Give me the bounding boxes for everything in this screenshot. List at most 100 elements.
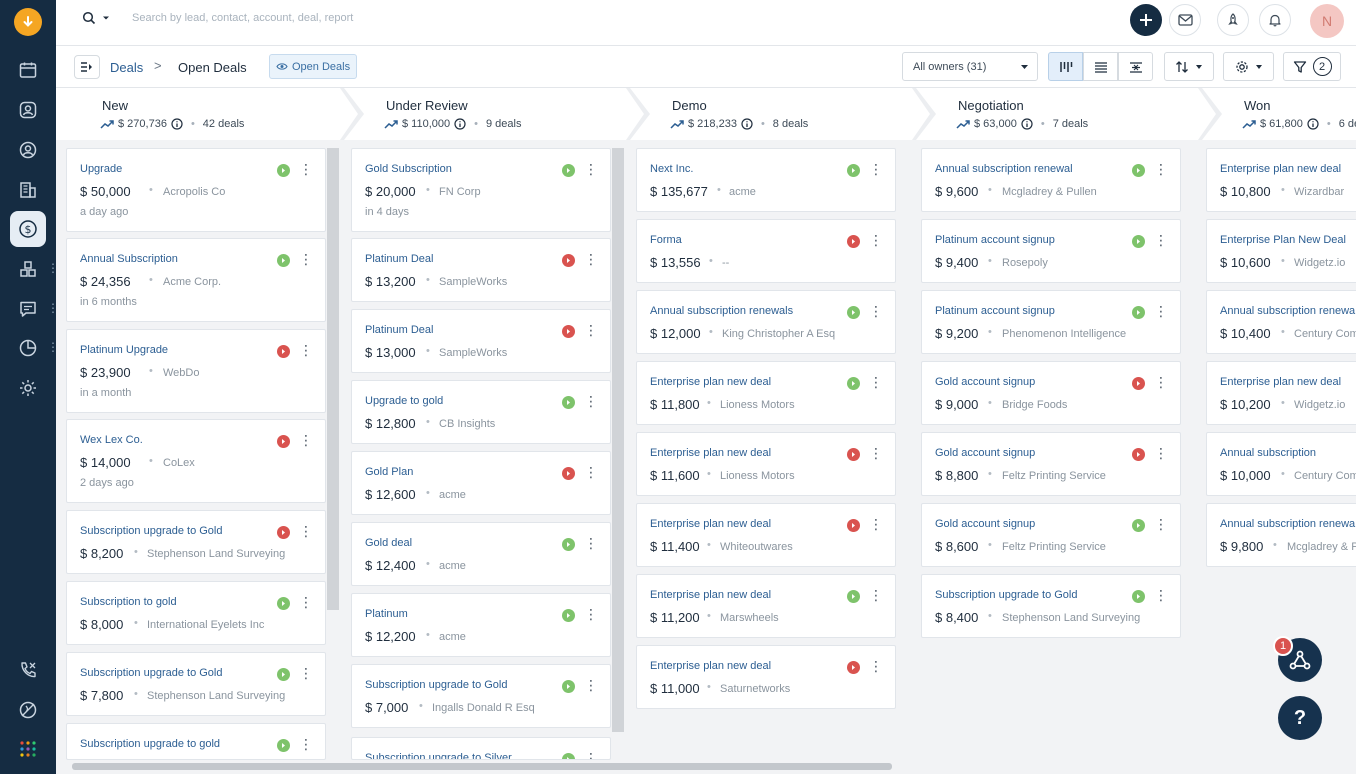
card-menu-icon[interactable]: ⋮: [869, 587, 883, 603]
deal-title-link[interactable]: Gold account signup: [935, 518, 1036, 530]
accounts-icon[interactable]: [10, 172, 46, 208]
deal-card[interactable]: Next Inc. $ 135,677 • acme ⋮: [636, 148, 896, 212]
deal-title-link[interactable]: Gold account signup: [935, 447, 1036, 459]
campaigns-button[interactable]: [1217, 4, 1249, 36]
card-menu-icon[interactable]: ⋮: [584, 464, 598, 480]
add-button[interactable]: [1130, 4, 1162, 36]
card-menu-icon[interactable]: ⋮: [299, 432, 313, 448]
card-menu-icon[interactable]: ⋮: [299, 594, 313, 610]
card-menu-icon[interactable]: ⋮: [1154, 516, 1168, 532]
card-menu-icon[interactable]: ⋮: [869, 516, 883, 532]
deal-title-link[interactable]: Annual subscription renewa: [1220, 518, 1356, 530]
deal-card[interactable]: Subscription upgrade to gold ⋮: [66, 723, 326, 760]
deal-card[interactable]: Platinum Upgrade $ 23,900 • WebDo in a m…: [66, 329, 326, 413]
deal-title-link[interactable]: Subscription to gold: [80, 596, 177, 608]
card-menu-icon[interactable]: ⋮: [584, 750, 598, 760]
deal-title-link[interactable]: Subscription upgrade to gold: [80, 738, 221, 750]
modules-more-icon[interactable]: ⋮: [47, 261, 59, 275]
deal-card[interactable]: Platinum $ 12,200 • acme ⋮: [351, 593, 611, 657]
growth-icon[interactable]: [10, 692, 46, 728]
card-menu-icon[interactable]: ⋮: [584, 322, 598, 338]
deal-card[interactable]: Gold Plan $ 12,600 • acme ⋮: [351, 451, 611, 515]
card-menu-icon[interactable]: ⋮: [869, 658, 883, 674]
owner-filter-select[interactable]: All owners (31): [902, 52, 1038, 81]
deal-title-link[interactable]: Enterprise plan new deal: [650, 589, 772, 601]
deal-card[interactable]: Enterprise Plan New Deal $ 10,600 • Widg…: [1206, 219, 1356, 283]
deal-card[interactable]: Platinum Deal $ 13,000 • SampleWorks ⋮: [351, 309, 611, 373]
user-avatar[interactable]: N: [1310, 4, 1344, 38]
deal-card[interactable]: Annual subscription $ 10,000 • Century C…: [1206, 432, 1356, 496]
deal-title-link[interactable]: Platinum Upgrade: [80, 344, 169, 356]
info-icon[interactable]: [454, 118, 466, 130]
card-menu-icon[interactable]: ⋮: [299, 251, 313, 267]
deal-title-link[interactable]: Platinum Deal: [365, 253, 434, 265]
reports-icon[interactable]: [10, 330, 46, 366]
column-scrollbar-new[interactable]: [327, 148, 339, 610]
card-menu-icon[interactable]: ⋮: [299, 736, 313, 752]
deal-title-link[interactable]: Enterprise plan new deal: [650, 660, 772, 672]
conversations-icon[interactable]: [10, 291, 46, 327]
deal-title-link[interactable]: Enterprise plan new deal: [1220, 163, 1342, 175]
deal-title-link[interactable]: Platinum: [365, 608, 408, 620]
card-menu-icon[interactable]: ⋮: [584, 393, 598, 409]
sidebar-toggle-button[interactable]: [74, 55, 100, 79]
card-menu-icon[interactable]: ⋮: [869, 303, 883, 319]
filter-button[interactable]: 2: [1283, 52, 1341, 81]
card-menu-icon[interactable]: ⋮: [299, 342, 313, 358]
help-button[interactable]: ?: [1278, 696, 1322, 740]
info-icon[interactable]: [171, 118, 183, 130]
deal-title-link[interactable]: Forma: [650, 234, 682, 246]
deal-card[interactable]: Gold account signup $ 8,800 • Feltz Prin…: [921, 432, 1181, 496]
forecast-view-button[interactable]: [1118, 52, 1153, 81]
list-view-button[interactable]: [1083, 52, 1118, 81]
deal-title-link[interactable]: Subscription upgrade to Gold: [80, 667, 223, 679]
deal-card[interactable]: Enterprise plan new deal $ 10,800 • Wiza…: [1206, 148, 1356, 212]
open-deals-view-chip[interactable]: Open Deals: [269, 54, 358, 79]
deal-title-link[interactable]: Annual subscription renewal: [935, 163, 1073, 175]
deal-card[interactable]: Subscription upgrade to Gold $ 7,000 • I…: [351, 664, 611, 728]
deal-title-link[interactable]: Platinum account signup: [935, 305, 1055, 317]
deal-card[interactable]: Enterprise plan new deal $ 11,800 • Lion…: [636, 361, 896, 425]
deal-card[interactable]: Enterprise plan new deal $ 10,200 • Widg…: [1206, 361, 1356, 425]
phone-icon[interactable]: [10, 652, 46, 688]
card-menu-icon[interactable]: ⋮: [1154, 587, 1168, 603]
settings-icon[interactable]: [10, 370, 46, 406]
card-menu-icon[interactable]: ⋮: [299, 665, 313, 681]
deal-card[interactable]: Enterprise plan new deal $ 11,600 • Lion…: [636, 432, 896, 496]
sort-button[interactable]: [1164, 52, 1214, 81]
app-grid-icon[interactable]: [10, 731, 46, 767]
app-logo-icon[interactable]: [14, 8, 42, 36]
column-scrollbar-under-review[interactable]: [612, 148, 624, 732]
info-icon[interactable]: [741, 118, 753, 130]
deal-title-link[interactable]: Subscription upgrade to Gold: [365, 679, 508, 691]
deal-title-link[interactable]: Annual subscription renewals: [650, 305, 794, 317]
deal-card[interactable]: Annual Subscription $ 24,356 • Acme Corp…: [66, 238, 326, 322]
deal-card[interactable]: Enterprise plan new deal $ 11,000 • Satu…: [636, 645, 896, 709]
deal-card[interactable]: Subscription upgrade to Silver ⋮: [351, 737, 611, 760]
leads-icon[interactable]: [10, 92, 46, 128]
deals-icon[interactable]: $: [10, 211, 46, 247]
card-menu-icon[interactable]: ⋮: [1154, 445, 1168, 461]
card-menu-icon[interactable]: ⋮: [299, 523, 313, 539]
card-menu-icon[interactable]: ⋮: [584, 251, 598, 267]
deal-title-link[interactable]: Platinum account signup: [935, 234, 1055, 246]
card-menu-icon[interactable]: ⋮: [1154, 232, 1168, 248]
settings-dropdown-button[interactable]: [1223, 52, 1274, 81]
deal-title-link[interactable]: Upgrade: [80, 163, 123, 175]
deal-title-link[interactable]: Annual subscription renewa: [1220, 305, 1356, 317]
deal-card[interactable]: Enterprise plan new deal $ 11,200 • Mars…: [636, 574, 896, 638]
info-icon[interactable]: [1307, 118, 1319, 130]
breadcrumb-deals-link[interactable]: Deals: [110, 60, 144, 75]
deal-title-link[interactable]: Upgrade to gold: [365, 395, 444, 407]
deal-card[interactable]: Upgrade $ 50,000 • Acropolis Co a day ag…: [66, 148, 326, 232]
deal-card[interactable]: Platinum account signup $ 9,200 • Phenom…: [921, 290, 1181, 354]
deal-card[interactable]: Enterprise plan new deal $ 11,400 • Whit…: [636, 503, 896, 567]
deal-card[interactable]: Platinum Deal $ 13,200 • SampleWorks ⋮: [351, 238, 611, 302]
deal-card[interactable]: Upgrade to gold $ 12,800 • CB Insights ⋮: [351, 380, 611, 444]
deal-title-link[interactable]: Annual Subscription: [80, 253, 178, 265]
info-icon[interactable]: [1021, 118, 1033, 130]
deal-card[interactable]: Gold account signup $ 8,600 • Feltz Prin…: [921, 503, 1181, 567]
deal-title-link[interactable]: Subscription upgrade to Silver: [365, 752, 512, 760]
deal-card[interactable]: Subscription upgrade to Gold $ 7,800 • S…: [66, 652, 326, 716]
deal-card[interactable]: Gold account signup $ 9,000 • Bridge Foo…: [921, 361, 1181, 425]
